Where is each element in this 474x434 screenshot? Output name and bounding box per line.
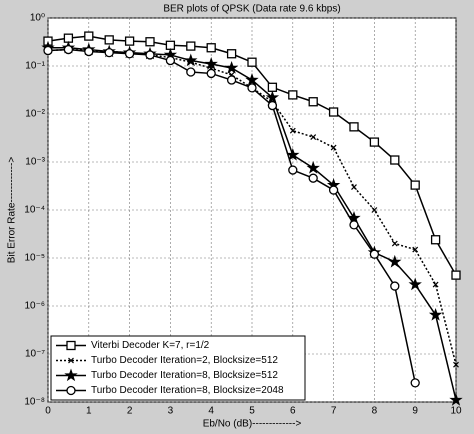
marker — [186, 41, 196, 51]
legend-label: Turbo Decoder Iteration=8, Blocksize=204… — [91, 385, 284, 396]
marker — [390, 155, 400, 165]
marker — [165, 55, 176, 66]
marker — [410, 378, 420, 388]
marker — [226, 49, 237, 59]
y-tick-label: 10⁻⁴ — [24, 205, 45, 216]
y-tick-label: 10⁻⁷ — [25, 349, 45, 360]
marker — [206, 68, 216, 79]
marker — [330, 144, 337, 151]
marker — [104, 47, 114, 58]
marker — [388, 254, 402, 268]
y-tick-label: 10⁻⁸ — [24, 397, 45, 408]
x-tick-label: 5 — [249, 406, 255, 417]
y-tick-label: 10⁻² — [25, 109, 45, 120]
marker — [66, 340, 76, 351]
marker — [306, 160, 320, 174]
marker — [430, 235, 441, 245]
marker — [369, 249, 380, 259]
legend-label: Turbo Decoder Iteration=2, Blocksize=512 — [91, 355, 278, 366]
x-tick-label: 9 — [412, 406, 418, 417]
marker — [184, 53, 198, 67]
marker — [63, 44, 74, 55]
marker — [349, 122, 359, 132]
marker — [267, 82, 278, 92]
marker — [328, 185, 339, 195]
marker — [328, 107, 339, 117]
x-tick-label: 6 — [290, 406, 296, 417]
marker — [412, 246, 419, 253]
x-tick-label: 8 — [372, 406, 378, 417]
y-tick-label: 10⁻⁶ — [24, 301, 45, 312]
marker — [308, 97, 318, 107]
y-tick-label: 10⁻⁵ — [24, 253, 45, 264]
x-tick-label: 3 — [168, 406, 174, 417]
marker — [145, 37, 155, 47]
marker — [84, 46, 94, 57]
marker — [124, 49, 135, 59]
x-tick-label: 1 — [86, 406, 92, 417]
marker — [66, 385, 76, 396]
marker — [206, 43, 216, 53]
marker — [267, 100, 278, 111]
marker — [449, 392, 463, 406]
x-tick-label: 0 — [45, 406, 51, 417]
marker — [369, 137, 380, 147]
marker — [84, 31, 94, 41]
marker — [224, 60, 239, 74]
marker — [308, 173, 318, 183]
marker — [371, 207, 378, 213]
marker — [451, 270, 461, 280]
y-axis-label: Bit Error Rate------------> — [7, 157, 18, 264]
marker — [204, 56, 218, 70]
marker — [428, 307, 443, 321]
marker — [289, 127, 296, 134]
marker — [410, 180, 420, 190]
marker — [390, 281, 400, 291]
marker — [288, 165, 298, 175]
marker — [104, 35, 114, 45]
x-tick-label: 2 — [127, 406, 133, 417]
marker — [245, 73, 259, 86]
marker — [226, 75, 237, 85]
marker — [310, 134, 317, 141]
marker — [68, 357, 74, 364]
y-tick-label: 10⁻³ — [25, 157, 45, 168]
marker — [43, 45, 53, 56]
marker — [351, 184, 357, 191]
chart-title: BER plots of QPSK (Data rate 9.6 kbps) — [163, 4, 340, 15]
x-tick-label: 4 — [208, 406, 214, 417]
marker — [288, 90, 298, 100]
marker — [432, 281, 439, 288]
legend-label: Viterbi Decoder K=7, r=1/2 — [91, 340, 210, 351]
marker — [349, 220, 359, 230]
y-tick-label: 10⁰ — [30, 13, 45, 24]
marker — [408, 277, 422, 291]
marker — [453, 361, 459, 368]
y-tick-label: 10⁻¹ — [25, 61, 45, 72]
x-tick-label: 7 — [331, 406, 337, 417]
marker — [247, 83, 257, 93]
x-tick-label: 10 — [450, 406, 462, 417]
x-axis-label: Eb/No (dB)-------------> — [203, 419, 302, 430]
marker — [145, 50, 155, 60]
legend-box — [50, 335, 306, 401]
marker — [186, 67, 196, 77]
marker — [124, 36, 135, 46]
marker — [64, 368, 78, 382]
marker — [391, 240, 398, 247]
legend-label: Turbo Decoder Iteration=8, Blocksize=512 — [91, 370, 278, 381]
marker — [265, 90, 280, 104]
marker — [247, 57, 257, 67]
marker — [286, 147, 300, 161]
